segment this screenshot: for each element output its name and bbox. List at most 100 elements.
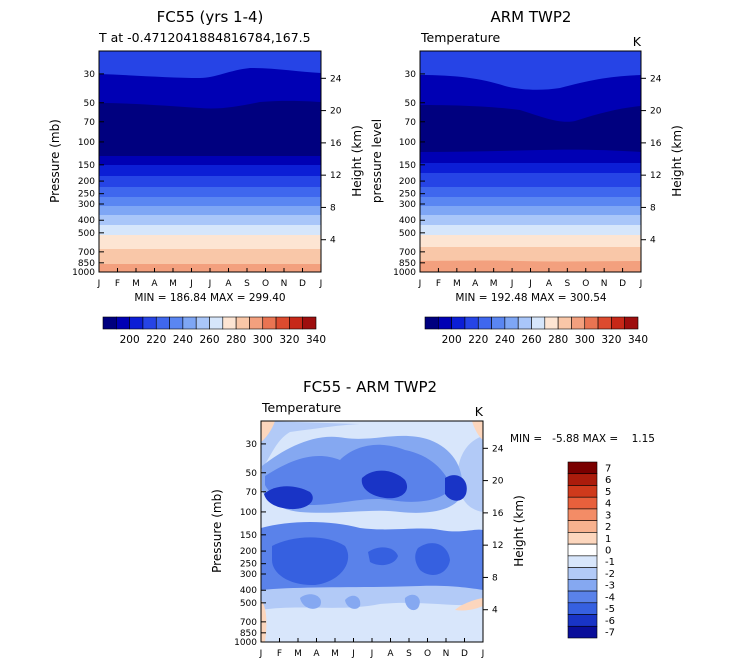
panel-arm-twp2: ARM TWP2 Temperature K 30 50 70 100 150 200 25… <box>370 8 684 346</box>
colorbar-label: 260 <box>521 334 541 346</box>
colorbar-label: -2 <box>605 569 615 580</box>
colorbar-swatch <box>275 316 290 330</box>
month-tick-label: O <box>262 279 269 289</box>
small-patch-2 <box>345 595 361 609</box>
month-tick-label: J <box>528 279 532 289</box>
colorbar-label: -4 <box>605 592 615 603</box>
light-patch <box>355 515 382 524</box>
pressure-tick-label: 850 <box>240 629 257 639</box>
height-tick-label: 16 <box>330 139 342 149</box>
pressure-tick-label: 400 <box>399 216 416 226</box>
panel2-height-ticks: 4 8 12 16 20 24 <box>641 74 662 246</box>
month-tick-label: F <box>115 279 120 289</box>
colorbar-swatch <box>557 316 572 330</box>
panel2-minmax: MIN = 192.48 MAX = 300.54 <box>455 292 607 304</box>
pressure-tick-label: 500 <box>240 599 257 609</box>
colorbar-label: 7 <box>605 463 611 474</box>
panel2-ylabel-right: Height (km) <box>670 125 684 196</box>
pressure-tick-label: 200 <box>240 547 257 557</box>
height-tick-label: 16 <box>492 509 504 519</box>
colorbar-swatch <box>567 473 598 486</box>
colorbar-label: 200 <box>120 334 140 346</box>
month-tick-label: D <box>619 279 626 289</box>
warm-edge-bottom-right <box>455 598 483 611</box>
colorbar-swatch <box>567 567 598 580</box>
small-patch-1 <box>300 594 321 609</box>
month-tick-label: S <box>244 279 250 289</box>
pressure-tick-label: 500 <box>399 229 416 239</box>
colorbar-label: 240 <box>495 334 515 346</box>
pressure-tick-label: 400 <box>78 216 95 226</box>
colorbar-swatch <box>567 461 598 475</box>
colorbar-label: 260 <box>199 334 219 346</box>
colorbar-swatch <box>424 316 439 330</box>
panel1-ylabel-right: Height (km) <box>350 125 364 196</box>
colorbar-swatch <box>289 316 303 330</box>
colorbar-swatch <box>222 316 237 330</box>
colorbar-swatch <box>249 316 264 330</box>
month-tick-label: J <box>418 279 422 289</box>
colorbar-label: 320 <box>601 334 621 346</box>
pressure-tick-label: 300 <box>399 200 416 210</box>
month-tick-label: A <box>387 649 394 659</box>
month-tick-label: S <box>564 279 570 289</box>
height-tick-label: 12 <box>330 171 341 181</box>
height-tick-label: 8 <box>650 203 656 213</box>
colorbar-label: 340 <box>306 334 326 346</box>
height-tick-label: 12 <box>492 541 503 551</box>
pressure-tick-label: 50 <box>84 99 96 109</box>
cold-spot-left <box>264 486 313 510</box>
month-tick-label: A <box>151 279 158 289</box>
pressure-tick-label: 250 <box>78 190 95 200</box>
month-tick-label: F <box>277 649 282 659</box>
panel2-subtitle: Temperature <box>420 30 500 45</box>
pressure-tick-label: 100 <box>399 138 416 148</box>
height-tick-label: 8 <box>330 203 336 213</box>
pressure-tick-label: 1000 <box>72 268 95 278</box>
colorbar-swatch <box>129 316 144 330</box>
colorbar-label: 300 <box>253 334 273 346</box>
height-tick-label: 4 <box>330 236 336 246</box>
colorbar-swatch <box>567 543 598 557</box>
panel2-ylabel-left: pressure level <box>370 119 384 203</box>
panel1-colorbar: 200 220 240 260 280 300 320 340 <box>102 316 326 346</box>
colorbar-swatch <box>142 316 157 330</box>
pressure-tick-label: 1000 <box>234 638 257 648</box>
panel1-title: FC55 (yrs 1-4) <box>157 8 264 26</box>
pressure-tick-label: 400 <box>240 586 257 596</box>
colorbar-swatch <box>597 316 612 330</box>
month-tick-label: S <box>406 649 412 659</box>
colorbar-swatch <box>571 316 586 330</box>
pressure-tick-label: 250 <box>399 190 416 200</box>
colorbar-label: -1 <box>605 557 615 568</box>
panel3-contour-field <box>261 421 483 642</box>
colorbar-swatch <box>464 316 479 330</box>
month-tick-label: J <box>351 649 355 659</box>
month-tick-label: J <box>510 279 514 289</box>
colorbar-label: 300 <box>575 334 595 346</box>
colorbar-swatch <box>195 316 210 330</box>
month-tick-label: M <box>294 649 302 659</box>
panel3-units: K <box>475 404 484 419</box>
colorbar-swatch <box>567 532 598 545</box>
pressure-tick-label: 250 <box>240 560 257 570</box>
colorbar-label: -6 <box>605 616 615 627</box>
cold-core <box>420 105 641 152</box>
panel3-height-ticks: 4 8 12 16 20 24 <box>483 444 504 616</box>
colorbar-label: 2 <box>605 522 611 533</box>
colorbar-swatch <box>531 316 546 330</box>
colorbar-label: 5 <box>605 487 611 498</box>
warm-edge-bottom-left <box>261 600 267 642</box>
pressure-tick-label: 30 <box>84 70 96 80</box>
pressure-tick-label: 500 <box>78 229 95 239</box>
pressure-tick-label: 70 <box>246 488 258 498</box>
cold-core <box>99 100 321 156</box>
month-tick-label: N <box>443 649 450 659</box>
month-tick-label: N <box>601 279 608 289</box>
